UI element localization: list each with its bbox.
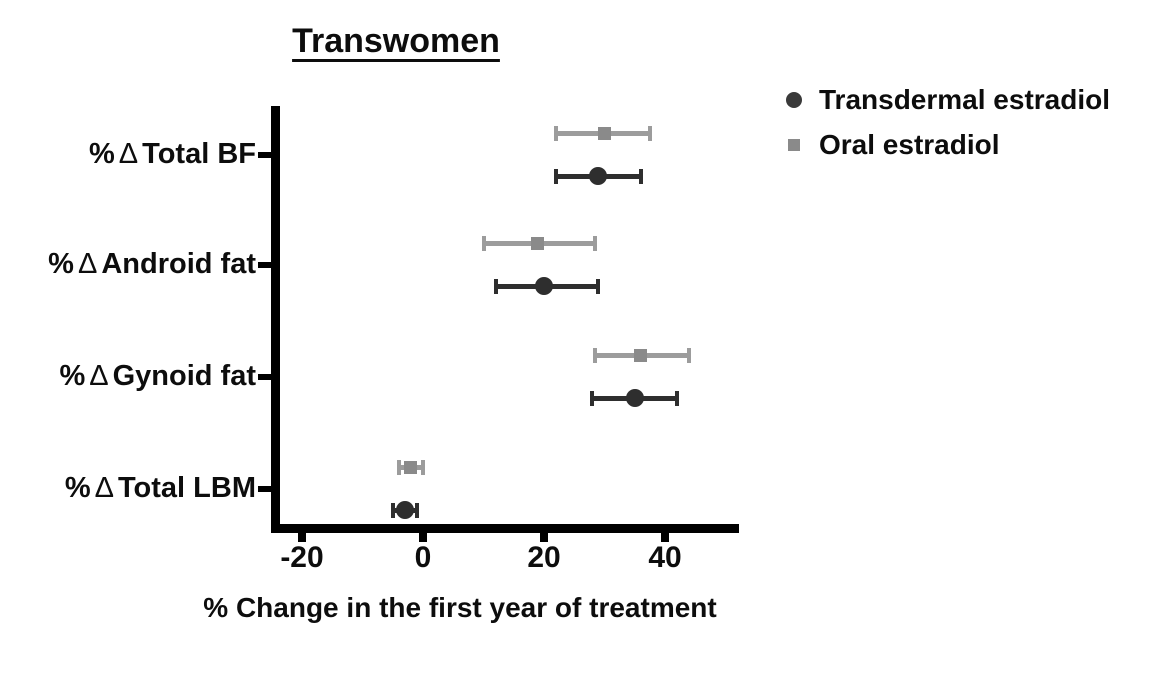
x-tick — [419, 531, 427, 542]
error-bar-cap — [493, 278, 498, 294]
circle-marker-icon — [786, 92, 802, 108]
x-tick-label: 20 — [527, 541, 561, 574]
delta-symbol: Δ — [94, 472, 114, 504]
x-axis-caption: % Change in the first year of treatment — [203, 592, 717, 623]
y-tick — [258, 374, 271, 380]
percent-sign: % — [48, 248, 74, 280]
category-name: Total BF — [142, 138, 256, 170]
x-tick — [661, 531, 669, 542]
percent-sign: % — [88, 138, 115, 170]
legend-label: Transdermal estradiol — [819, 84, 1111, 115]
delta-symbol: Δ — [77, 248, 98, 280]
y-tick — [258, 262, 271, 268]
data-point-marker — [634, 348, 648, 362]
y-tick — [258, 486, 271, 492]
category-name: Android fat — [101, 248, 256, 280]
legend-label: Oral estradiol — [819, 129, 1000, 160]
category-label-gynoid-fat: % Δ Gynoid fat — [18, 360, 256, 393]
data-point-marker — [598, 126, 611, 140]
error-bar-cap — [590, 390, 595, 406]
error-bar-cap — [396, 459, 401, 475]
category-label-total-lbm: % Δ Total LBM — [18, 472, 256, 505]
x-tick — [298, 531, 306, 542]
x-tick-label: -20 — [280, 541, 324, 574]
error-bar-cap — [593, 235, 598, 251]
error-bar-cap — [687, 347, 692, 363]
x-axis-line — [271, 524, 739, 533]
x-tick-label: 0 — [414, 541, 432, 574]
category-label-android-fat: % Δ Android fat — [18, 248, 256, 281]
chart-title: Transwomen — [292, 22, 500, 60]
legend-item-transdermal: Transdermal estradiol — [786, 84, 1110, 116]
data-point-marker — [404, 460, 418, 474]
error-bar-cap — [675, 390, 680, 406]
error-bar-cap — [593, 347, 598, 363]
legend-item-oral: Oral estradiol — [786, 129, 1110, 161]
error-bar-cap — [647, 125, 652, 141]
y-tick — [258, 152, 271, 158]
error-bar-cap — [414, 502, 419, 518]
category-label-total-bf: % Δ Total BF — [18, 138, 256, 171]
category-name: Gynoid fat — [112, 360, 256, 392]
data-point-marker — [535, 277, 553, 295]
error-bar-cap — [554, 125, 559, 141]
error-bar-cap — [596, 278, 601, 294]
delta-symbol: Δ — [89, 360, 109, 392]
x-tick — [540, 531, 548, 542]
error-bar-cap — [421, 459, 425, 475]
error-bar-cap — [481, 235, 486, 251]
data-point-marker — [589, 167, 608, 185]
data-point-marker — [395, 501, 414, 519]
data-point-marker — [625, 389, 644, 407]
legend: Transdermal estradiol Oral estradiol — [786, 84, 1110, 174]
data-point-marker — [531, 236, 545, 250]
error-bar-cap — [638, 168, 643, 184]
y-axis-line — [271, 106, 280, 533]
delta-symbol: Δ — [118, 138, 139, 170]
percent-sign: % — [59, 360, 86, 392]
square-marker-icon — [788, 139, 800, 151]
category-name: Total LBM — [118, 472, 256, 504]
error-bar-cap — [554, 168, 559, 184]
percent-sign: % — [64, 472, 91, 504]
error-bar-cap — [390, 502, 395, 518]
x-tick-label: 40 — [648, 541, 682, 574]
